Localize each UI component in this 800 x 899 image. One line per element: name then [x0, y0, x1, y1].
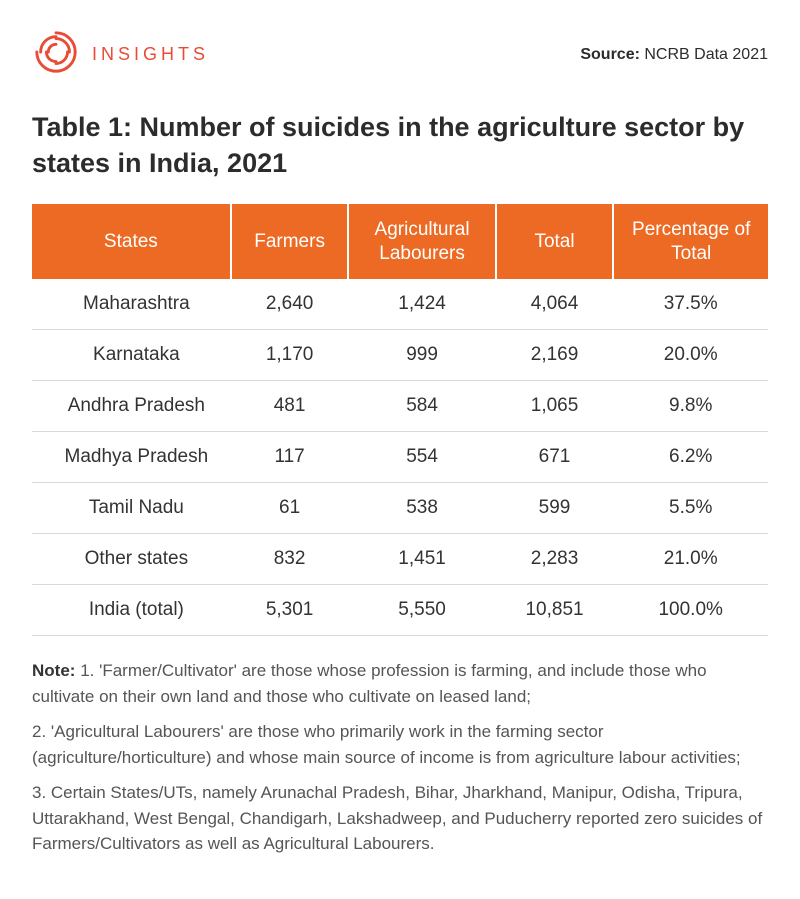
table-cell: Tamil Nadu: [32, 483, 231, 534]
table-cell: Karnataka: [32, 330, 231, 381]
brand-logo-group: INSIGHTS: [32, 28, 209, 81]
table-body: Maharashtra2,6401,4244,06437.5%Karnataka…: [32, 279, 768, 636]
table-cell: 5,301: [231, 585, 349, 636]
table-row: Maharashtra2,6401,4244,06437.5%: [32, 279, 768, 330]
table-cell: 584: [348, 381, 495, 432]
table-cell: 9.8%: [613, 381, 768, 432]
col-labourers: Agricultural Labourers: [348, 204, 495, 280]
table-cell: 117: [231, 432, 349, 483]
table-cell: 999: [348, 330, 495, 381]
table-cell: 6.2%: [613, 432, 768, 483]
table-title: Table 1: Number of suicides in the agric…: [32, 109, 768, 182]
table-head: States Farmers Agricultural Labourers To…: [32, 204, 768, 280]
table-cell: 100.0%: [613, 585, 768, 636]
source-text: Source: NCRB Data 2021: [580, 46, 768, 64]
spiral-icon: [32, 28, 80, 81]
table-cell: 1,170: [231, 330, 349, 381]
note-item: 3. Certain States/UTs, namely Arunachal …: [32, 780, 768, 857]
table-cell: 1,065: [496, 381, 614, 432]
table-cell: 5,550: [348, 585, 495, 636]
table-cell: 1,424: [348, 279, 495, 330]
table-cell: 599: [496, 483, 614, 534]
table-cell: 832: [231, 534, 349, 585]
col-total: Total: [496, 204, 614, 280]
table-row: Andhra Pradesh4815841,0659.8%: [32, 381, 768, 432]
table-cell: India (total): [32, 585, 231, 636]
col-farmers: Farmers: [231, 204, 349, 280]
table-cell: 61: [231, 483, 349, 534]
notes-block: Note: 1. 'Farmer/Cultivator' are those w…: [32, 658, 768, 857]
table-row: Madhya Pradesh1175546716.2%: [32, 432, 768, 483]
table-cell: 5.5%: [613, 483, 768, 534]
table-cell: 2,640: [231, 279, 349, 330]
table-row: Karnataka1,1709992,16920.0%: [32, 330, 768, 381]
source-value: NCRB Data 2021: [644, 46, 768, 63]
table-cell: Andhra Pradesh: [32, 381, 231, 432]
table-cell: 37.5%: [613, 279, 768, 330]
brand-name: INSIGHTS: [92, 44, 209, 65]
data-table: States Farmers Agricultural Labourers To…: [32, 204, 768, 637]
table-cell: Madhya Pradesh: [32, 432, 231, 483]
table-row: Other states8321,4512,28321.0%: [32, 534, 768, 585]
table-cell: Other states: [32, 534, 231, 585]
table-cell: 1,451: [348, 534, 495, 585]
note-label: Note:: [32, 661, 75, 680]
table-cell: 554: [348, 432, 495, 483]
note-item: 2. 'Agricultural Labourers' are those wh…: [32, 719, 768, 770]
col-states: States: [32, 204, 231, 280]
table-cell: 10,851: [496, 585, 614, 636]
header-bar: INSIGHTS Source: NCRB Data 2021: [32, 28, 768, 81]
note-text: 1. 'Farmer/Cultivator' are those whose p…: [32, 661, 707, 706]
table-cell: 2,169: [496, 330, 614, 381]
table-cell: 20.0%: [613, 330, 768, 381]
table-cell: 21.0%: [613, 534, 768, 585]
table-cell: 4,064: [496, 279, 614, 330]
table-cell: 2,283: [496, 534, 614, 585]
table-cell: 538: [348, 483, 495, 534]
col-percent: Percentage of Total: [613, 204, 768, 280]
table-row: Tamil Nadu615385995.5%: [32, 483, 768, 534]
note-item: Note: 1. 'Farmer/Cultivator' are those w…: [32, 658, 768, 709]
source-label: Source:: [580, 46, 640, 63]
table-cell: 481: [231, 381, 349, 432]
table-cell: 671: [496, 432, 614, 483]
table-cell: Maharashtra: [32, 279, 231, 330]
table-row: India (total)5,3015,55010,851100.0%: [32, 585, 768, 636]
